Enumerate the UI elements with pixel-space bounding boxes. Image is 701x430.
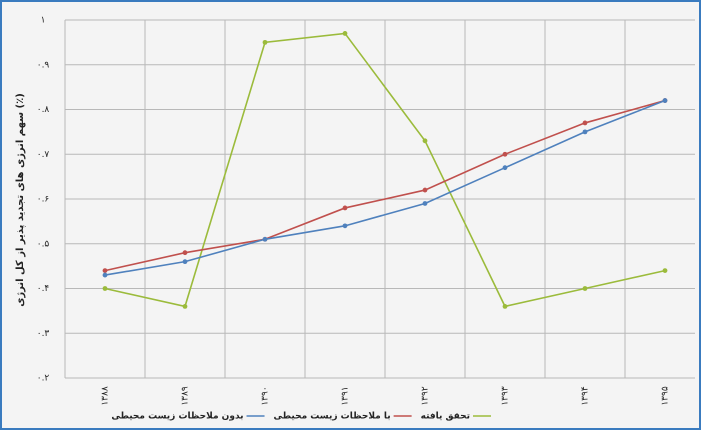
point bbox=[342, 205, 348, 211]
y-tick-label: ۰.۴ bbox=[37, 284, 50, 294]
x-tick-label: ۱۳۹۱ bbox=[341, 386, 351, 405]
point bbox=[662, 268, 668, 273]
point bbox=[502, 304, 508, 309]
point bbox=[262, 39, 268, 45]
point bbox=[662, 98, 668, 103]
point bbox=[262, 236, 268, 242]
point bbox=[502, 151, 508, 157]
point bbox=[502, 165, 508, 171]
x-tick-label: ۱۳۹۰ bbox=[261, 386, 271, 405]
point bbox=[422, 187, 428, 193]
point bbox=[582, 120, 588, 126]
y-tick-label: ۰.۹ bbox=[37, 60, 50, 70]
y-tick-label: ۰.۷ bbox=[37, 150, 50, 160]
point bbox=[422, 138, 428, 144]
y-tick-label: ۰.۶ bbox=[37, 195, 50, 205]
y-tick-label: ۰.۲ bbox=[37, 374, 50, 384]
point bbox=[182, 304, 188, 309]
point bbox=[582, 286, 588, 291]
series-line bbox=[104, 99, 666, 276]
y-tick-label: ۰.۸ bbox=[37, 105, 50, 115]
legend-label: بدون ملاحظات زیست محیطی bbox=[111, 412, 243, 422]
legend-label: با ملاحظات زیست محیطی bbox=[274, 412, 391, 422]
x-tick-label: ۱۳۸۸ bbox=[101, 386, 111, 406]
y-tick-label: ۱ bbox=[41, 16, 46, 26]
x-tick-label: ۱۳۹۳ bbox=[501, 386, 511, 406]
point bbox=[102, 286, 108, 291]
series-line bbox=[104, 32, 666, 308]
point bbox=[102, 268, 108, 273]
legend-label: تحقق یافته bbox=[421, 412, 470, 422]
point bbox=[342, 223, 348, 229]
point bbox=[342, 31, 348, 36]
y-axis-title: سهم انرژی های تجدید پذیر از کل انرژی (٪) bbox=[15, 93, 26, 307]
point bbox=[182, 250, 188, 256]
point bbox=[582, 129, 588, 135]
x-tick-label: ۱۳۹۵ bbox=[661, 386, 671, 406]
point bbox=[182, 259, 188, 265]
x-tick-label: ۱۳۸۹ bbox=[181, 386, 191, 406]
y-tick-label: ۰.۳ bbox=[37, 329, 50, 339]
series-line bbox=[104, 99, 666, 272]
y-tick-label: ۰.۵ bbox=[37, 239, 50, 249]
x-tick-label: ۱۳۹۲ bbox=[421, 386, 431, 406]
point bbox=[422, 201, 428, 206]
x-tick-label: ۱۳۹۴ bbox=[581, 386, 591, 406]
point bbox=[102, 272, 108, 278]
